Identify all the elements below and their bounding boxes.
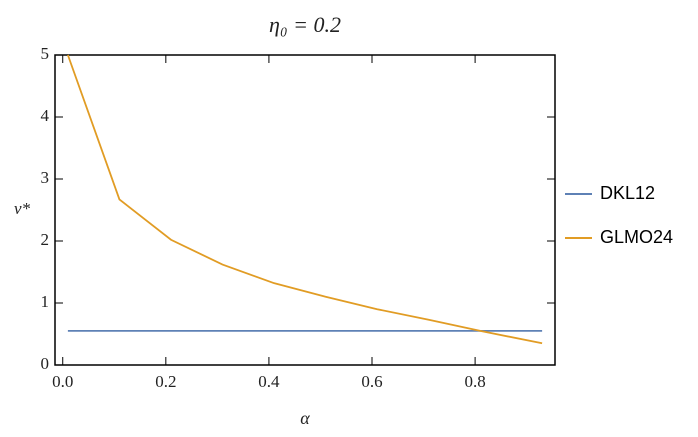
x-tick-label: 0.2 bbox=[155, 372, 176, 391]
y-tick-label: 4 bbox=[41, 106, 50, 125]
x-tick-label: 0.4 bbox=[258, 372, 280, 391]
plot-frame bbox=[54, 54, 556, 366]
x-tick-label: 0.0 bbox=[52, 372, 73, 391]
y-tick-label: 1 bbox=[41, 292, 50, 311]
x-tick-label: 0.6 bbox=[361, 372, 382, 391]
legend-label: DKL12 bbox=[600, 183, 655, 203]
y-axis-label: ν* bbox=[14, 199, 31, 218]
y-tick-label: 3 bbox=[41, 168, 50, 187]
chart-title: η₀ = 0.2 bbox=[269, 12, 341, 37]
legend-label: GLMO24 bbox=[600, 227, 673, 247]
series-line bbox=[67, 54, 543, 345]
x-tick-label: 0.8 bbox=[464, 372, 485, 391]
x-axis-label: α bbox=[300, 408, 310, 428]
y-tick-label: 2 bbox=[41, 230, 50, 249]
y-tick-label: 0 bbox=[41, 354, 50, 373]
y-tick-label: 5 bbox=[41, 44, 50, 63]
